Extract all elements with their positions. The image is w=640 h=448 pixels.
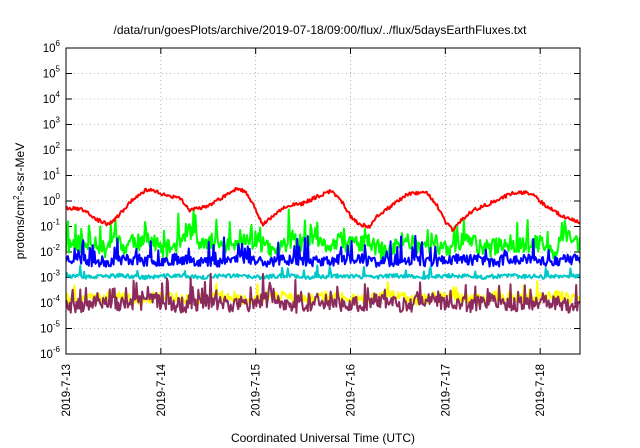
y-tick-label-exponent: 2 [56,141,61,150]
plot-region [66,186,580,314]
x-tick-label: 2019-7-17 [440,364,452,416]
y-tick-label: 102 [43,141,61,157]
y-tick-label-exponent: 0 [56,192,61,201]
y-tick-label-base: 10 [40,324,53,336]
y-tick-label-base: 10 [43,145,56,157]
chart-title: /data/run/goesPlots/archive/2019-07-18/0… [114,23,528,37]
series-line-2 [66,234,580,268]
series-group [66,186,580,314]
y-tick-label-exponent: -5 [53,320,61,329]
y-tick-label-base: 10 [43,69,56,81]
y-tick-label-exponent: -2 [53,243,61,252]
plot-border [65,47,581,355]
y-tick-label: 10-5 [40,320,60,336]
y-tick-label-exponent: -3 [53,269,61,278]
y-tick-label-exponent: 1 [56,167,61,176]
y-tick-label: 101 [43,167,61,183]
y-tick-label: 10-6 [40,345,60,361]
y-tick-label: 104 [43,90,61,106]
y-tick-label-base: 10 [40,247,53,259]
x-tick-label: 2019-7-16 [346,364,358,416]
y-tick-label-exponent: -1 [53,218,61,227]
series-line-3 [66,264,580,281]
y-tick-label: 106 [43,39,61,55]
y-axis-label-suffix: -s-sr-MeV [13,143,27,196]
y-tick-label-exponent: 5 [56,65,61,74]
y-tick-label-exponent: 4 [56,90,61,99]
y-tick-label-base: 10 [43,196,56,208]
y-tick-label-exponent: 6 [56,39,61,48]
x-tick-label: 2019-7-18 [535,364,547,416]
series-line-5 [66,272,580,314]
y-tick-label-exponent: -6 [53,345,61,354]
y-tick-label-base: 10 [43,94,56,106]
y-tick-label-exponent: 3 [56,116,61,125]
y-tick-label-base: 10 [40,273,53,285]
y-axis-label: protons/cm2-s-sr-MeV [12,143,27,259]
y-tick-label-base: 10 [43,171,56,183]
y-tick-label: 105 [43,65,61,81]
y-tick-label: 10-4 [40,294,60,310]
x-axis-label: Coordinated Universal Time (UTC) [231,431,415,445]
y-tick-label: 10-3 [40,269,60,285]
y-tick-label: 100 [43,192,61,208]
x-axis-ticks: 2019-7-13 2019-7-14 2019-7-15 2019-7-16 2019… [61,48,547,416]
x-tick-label: 2019-7-13 [61,364,73,416]
y-axis-label-prefix: protons/cm [13,200,27,259]
x-tick-label: 2019-7-14 [156,363,168,416]
y-tick-label: 10-2 [40,243,60,259]
y-tick-label-base: 10 [43,120,56,132]
series-line-1 [66,207,580,261]
y-axis-label-superscript: 2 [12,195,21,200]
y-tick-label: 10-1 [40,218,60,234]
y-tick-label-base: 10 [40,222,53,234]
y-tick-label: 103 [43,116,61,132]
y-tick-label-exponent: -4 [53,294,61,303]
y-tick-label-base: 10 [40,298,53,310]
y-tick-label-base: 10 [43,43,56,55]
x-tick-label: 2019-7-15 [251,364,263,416]
y-tick-label-base: 10 [40,349,53,361]
series-line-6 [66,186,580,232]
